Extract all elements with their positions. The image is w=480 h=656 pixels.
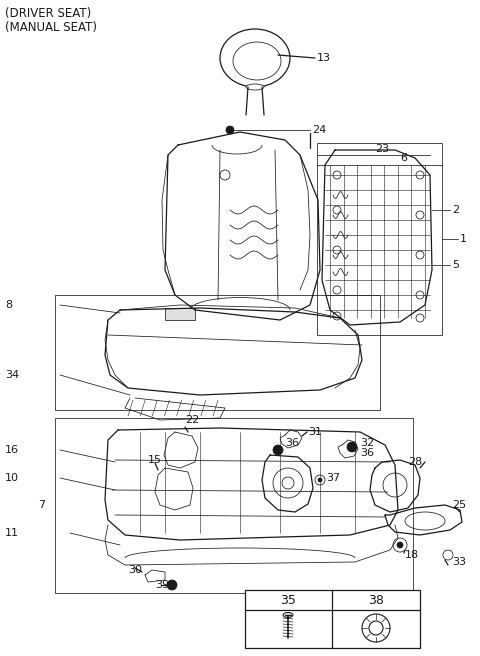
Text: 11: 11 <box>5 528 19 538</box>
Text: 30: 30 <box>128 565 142 575</box>
Text: 39: 39 <box>155 580 169 590</box>
Circle shape <box>167 580 177 590</box>
Circle shape <box>226 126 234 134</box>
Text: 6: 6 <box>400 153 407 163</box>
Text: 5: 5 <box>452 260 459 270</box>
Circle shape <box>273 445 283 455</box>
Text: 15: 15 <box>148 455 162 465</box>
Text: 32: 32 <box>360 438 374 448</box>
Text: (MANUAL SEAT): (MANUAL SEAT) <box>5 20 97 33</box>
Text: 37: 37 <box>326 473 340 483</box>
Text: 35: 35 <box>280 594 296 607</box>
Bar <box>245 590 420 648</box>
Text: 16: 16 <box>5 445 19 455</box>
Circle shape <box>347 442 357 452</box>
Circle shape <box>318 478 322 482</box>
Text: 8: 8 <box>5 300 12 310</box>
Text: 1: 1 <box>460 234 467 244</box>
Text: 33: 33 <box>452 557 466 567</box>
Text: 23: 23 <box>375 144 389 154</box>
Text: 7: 7 <box>38 500 45 510</box>
Ellipse shape <box>246 84 264 90</box>
Bar <box>165 308 195 320</box>
Bar <box>55 418 413 593</box>
Circle shape <box>397 542 403 548</box>
Text: 36: 36 <box>285 438 299 448</box>
Text: 36: 36 <box>360 448 374 458</box>
Text: 31: 31 <box>308 427 322 437</box>
Text: 28: 28 <box>408 457 422 467</box>
Text: 25: 25 <box>452 500 466 510</box>
Ellipse shape <box>283 613 293 617</box>
Text: 10: 10 <box>5 473 19 483</box>
Bar <box>55 295 380 410</box>
Text: 24: 24 <box>312 125 326 135</box>
Text: 18: 18 <box>405 550 419 560</box>
Text: 38: 38 <box>368 594 384 607</box>
Text: 2: 2 <box>452 205 459 215</box>
Text: 34: 34 <box>5 370 19 380</box>
Text: 13: 13 <box>317 53 331 63</box>
Text: (DRIVER SEAT): (DRIVER SEAT) <box>5 7 91 20</box>
Bar <box>317 143 442 335</box>
Text: 22: 22 <box>185 415 199 425</box>
